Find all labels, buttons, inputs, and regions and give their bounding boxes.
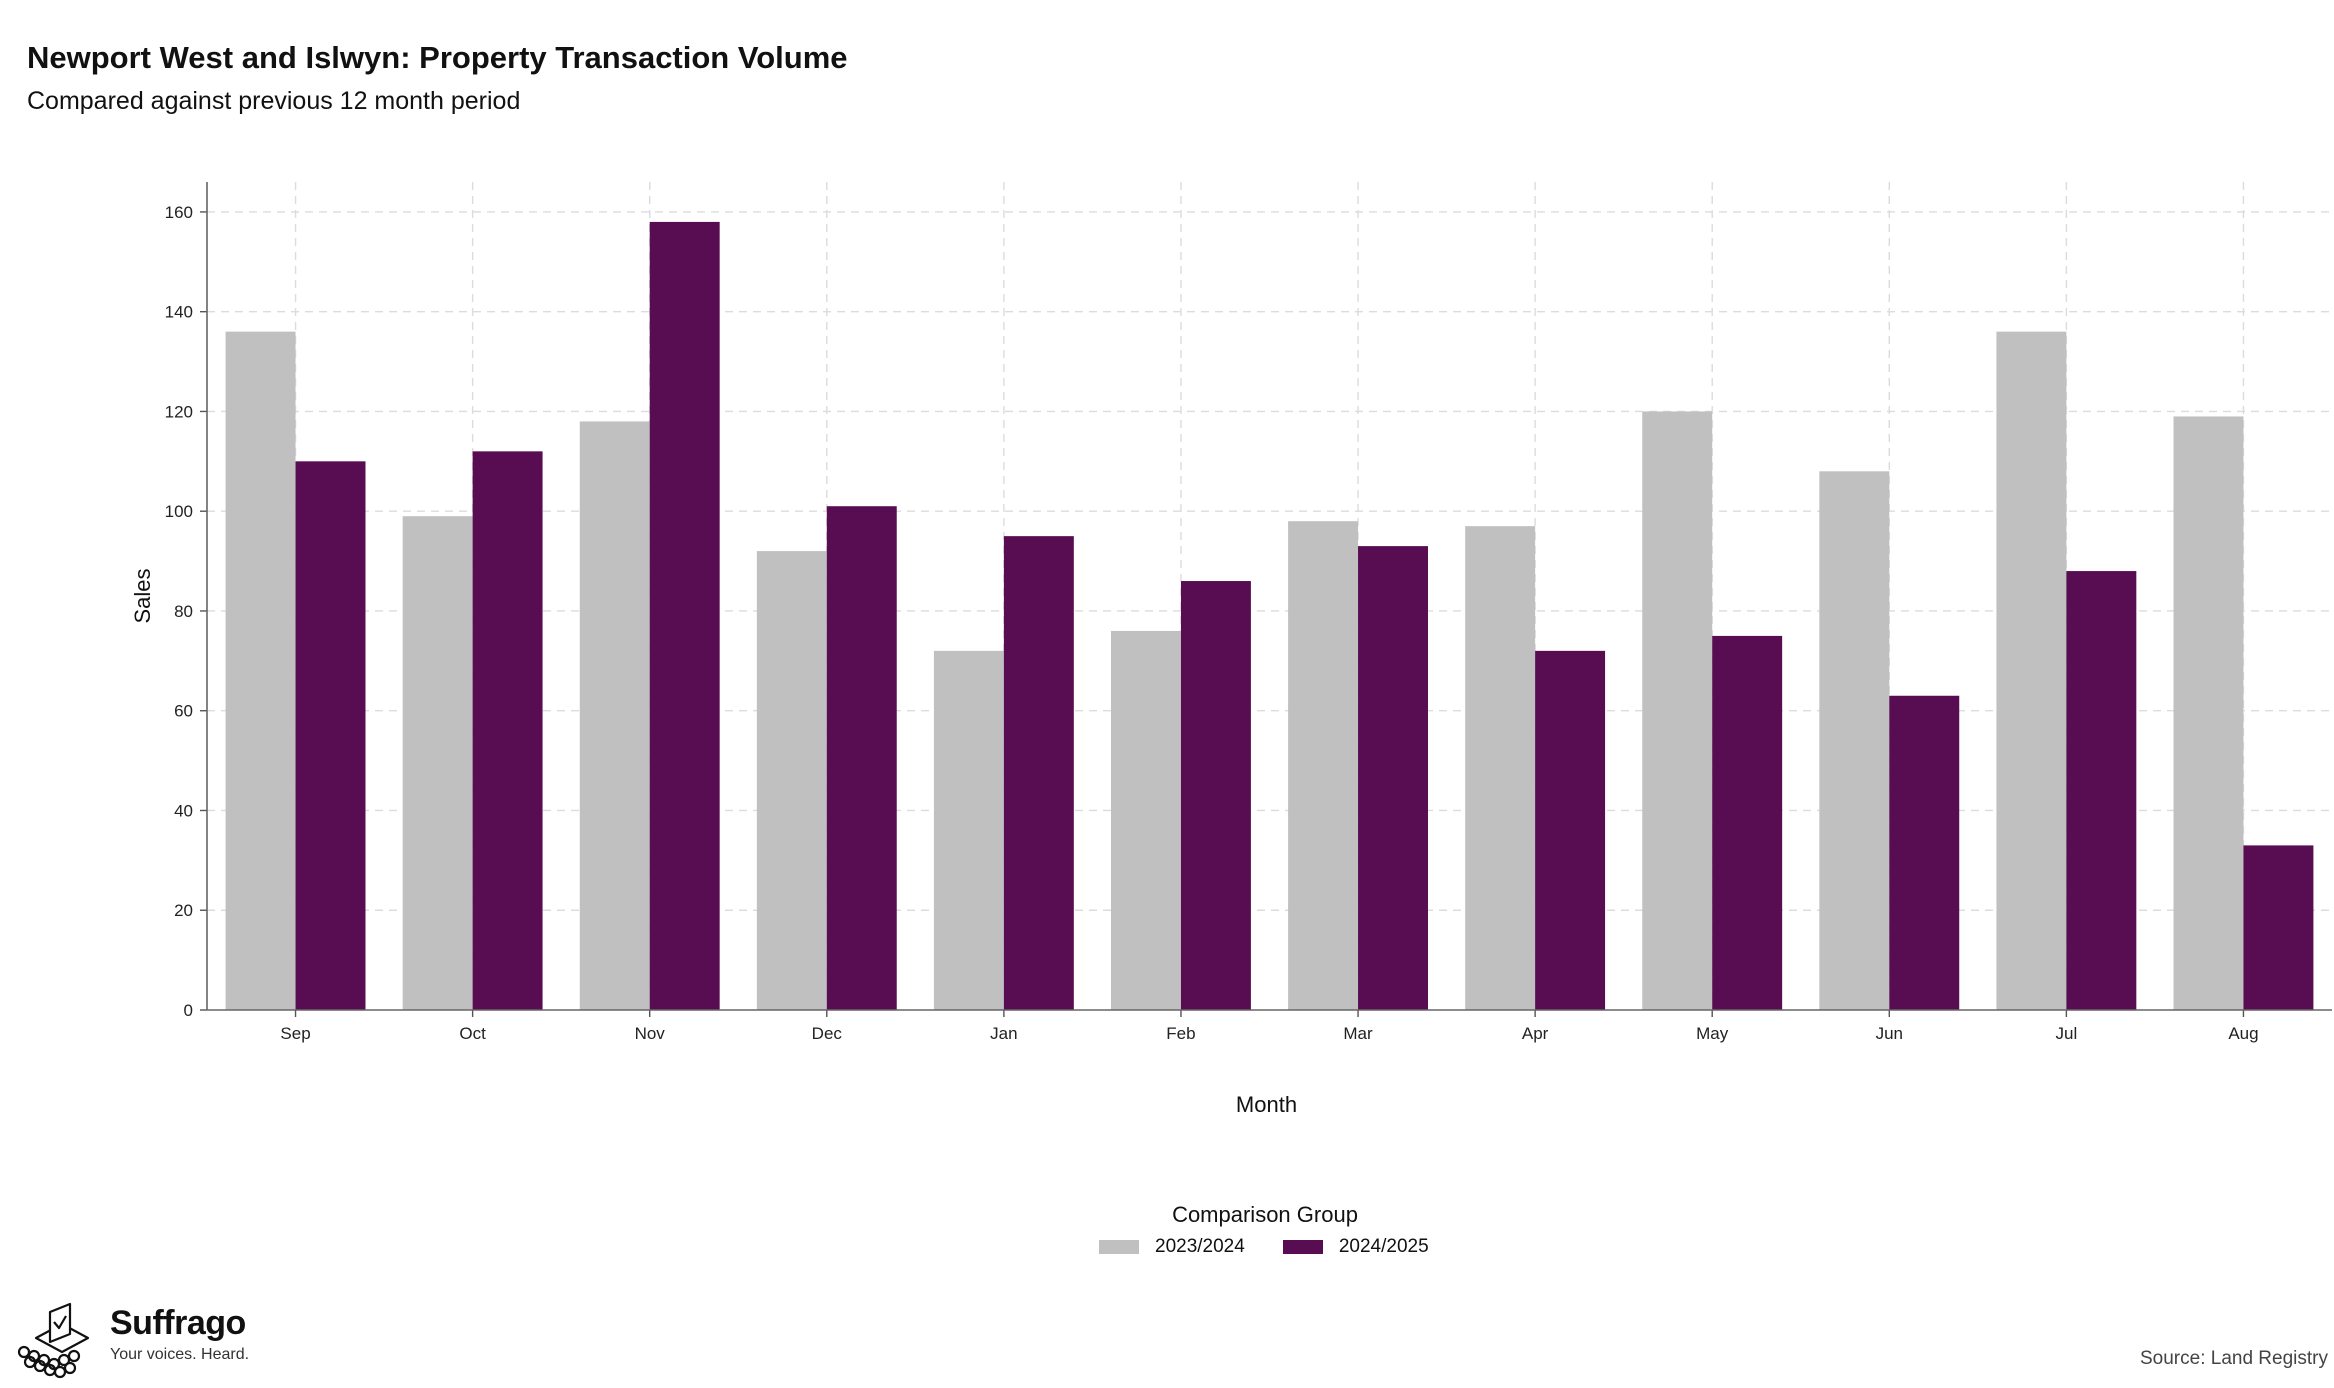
x-tick-label: Mar <box>1343 1024 1373 1043</box>
bar-2024-2025-oct <box>472 451 543 1011</box>
bar-2023-2024-jul <box>1996 331 2067 1010</box>
x-tick-labels: Sep Oct Nov Dec Jan Feb Mar Apr May Jun Jul Aug <box>280 1024 2258 1043</box>
legend-item-2023-2024: 2023/2024 <box>1099 1236 1245 1258</box>
chart-subtitle: Compared against previous 12 month perio… <box>27 87 521 115</box>
brand-text: Suffrago Your voices. Heard. <box>110 1300 249 1364</box>
bar-2023-2024-mar <box>1288 521 1359 1010</box>
brand-name: Suffrago <box>110 1304 246 1342</box>
bar-2023-2024-may <box>1642 411 1713 1010</box>
bar-2024-2025-aug <box>2243 845 2314 1010</box>
legend: 2023/2024 2024/2025 <box>1099 1236 1467 1258</box>
y-tick-label: 40 <box>174 801 193 820</box>
source-note: Source: Land Registry <box>2140 1348 2328 1369</box>
brand-tagline: Your voices. Heard. <box>110 1346 250 1363</box>
y-tick-labels: 0 20 40 60 80 100 120 140 160 <box>165 203 193 1020</box>
legend-label: 2024/2025 <box>1338 1236 1429 1257</box>
bar-2024-2025-jun <box>1889 695 1960 1010</box>
ballot-box-icon <box>17 1302 90 1379</box>
y-tick-label: 20 <box>174 901 193 920</box>
y-tick-label: 100 <box>165 502 193 521</box>
x-tick-label: Jun <box>1876 1024 1903 1043</box>
y-tick-label: 0 <box>184 1001 193 1020</box>
x-tick-label: Apr <box>1522 1024 1549 1043</box>
x-tick-label: Oct <box>459 1024 486 1043</box>
bar-2023-2024-apr <box>1465 526 1536 1010</box>
y-tick-label: 80 <box>174 602 193 621</box>
y-tick-label: 160 <box>165 203 193 222</box>
bar-2023-2024-feb <box>1111 630 1181 1010</box>
bar-2024-2025-jul <box>2066 571 2137 1010</box>
bar-2024-2025-dec <box>826 506 897 1010</box>
bar-2023-2024-jun <box>1819 471 1890 1010</box>
x-tick-label: May <box>1696 1024 1729 1043</box>
bar-2024-2025-jan <box>1003 536 1074 1010</box>
x-tick-label: Jan <box>990 1024 1017 1043</box>
legend-item-2024-2025: 2024/2025 <box>1282 1236 1429 1258</box>
chart-title: Newport West and Islwyn: Property Transa… <box>27 40 848 75</box>
y-tick-label: 140 <box>165 303 193 322</box>
bar-2023-2024-oct <box>402 516 473 1010</box>
bar-2024-2025-apr <box>1535 650 1606 1010</box>
x-tick-label: Nov <box>635 1024 666 1043</box>
x-tick-label: Dec <box>812 1024 843 1043</box>
bar-2024-2025-mar <box>1358 546 1428 1010</box>
bars <box>225 221 2314 1011</box>
legend-swatch <box>1282 1240 1323 1254</box>
legend-swatch <box>1099 1240 1139 1254</box>
y-axis-title: Sales <box>130 568 155 623</box>
bar-2024-2025-nov <box>649 221 720 1010</box>
bar-2023-2024-sep <box>225 331 296 1010</box>
bar-2024-2025-feb <box>1180 581 1251 1010</box>
bar-2023-2024-aug <box>2173 416 2244 1011</box>
brand-logo: Suffrago Your voices. Heard. <box>14 1300 249 1380</box>
bar-2023-2024-jan <box>933 650 1004 1010</box>
y-tick-label: 60 <box>174 702 193 721</box>
x-tick-label: Sep <box>280 1024 310 1043</box>
x-axis-title: Month <box>1236 1092 1297 1117</box>
bar-2024-2025-sep <box>295 461 366 1010</box>
bar-2023-2024-nov <box>579 421 650 1010</box>
axes <box>200 182 2332 1017</box>
y-tick-label: 120 <box>165 402 193 421</box>
bar-2024-2025-may <box>1712 635 1783 1010</box>
bar-chart: 0 20 40 60 80 100 120 140 160 Sep Oct Nov Dec Jan Feb… <box>130 182 2332 1117</box>
x-tick-label: Jul <box>2056 1024 2078 1043</box>
bar-2023-2024-dec <box>756 551 827 1010</box>
legend-title: Comparison Group <box>1172 1202 1358 1227</box>
x-tick-label: Aug <box>2228 1024 2258 1043</box>
legend-label: 2023/2024 <box>1155 1236 1245 1257</box>
x-tick-label: Feb <box>1166 1024 1195 1043</box>
